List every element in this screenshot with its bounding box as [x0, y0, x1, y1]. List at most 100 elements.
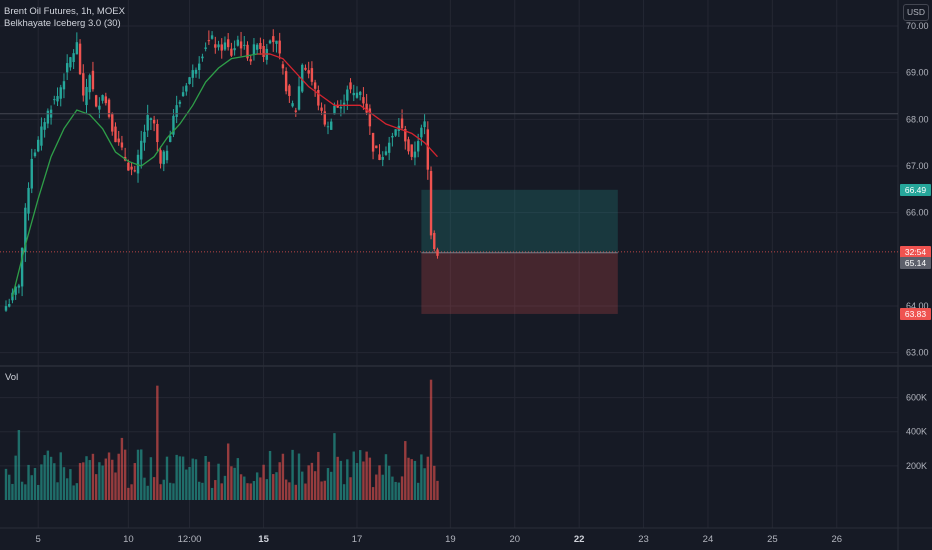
candle-body [252, 44, 256, 55]
time-axis[interactable]: 5 10 12:00 15 17 19 20 22 23 24 25 26 [36, 534, 842, 545]
volume-bar [159, 484, 162, 500]
candle-body [230, 48, 233, 56]
time-tick-label: 25 [767, 534, 778, 545]
time-tick-label: 15 [258, 534, 269, 545]
candle-body [301, 64, 304, 92]
currency-button[interactable]: USD [903, 4, 929, 21]
candle-body [413, 151, 417, 158]
volume-bar [111, 459, 114, 500]
ma-segment-up [11, 53, 271, 297]
volume-bar [78, 463, 82, 500]
volume-bar [326, 468, 330, 500]
candle-body [207, 40, 211, 42]
volume-bar [278, 462, 281, 500]
volume-tick-label: 200K [906, 461, 927, 471]
chart-legend: Brent Oil Futures, 1h, MOEX Belkhayate I… [4, 6, 125, 30]
volume-bar [394, 481, 397, 500]
candle-body [410, 144, 413, 157]
price-tick-label: 67.00 [906, 161, 929, 171]
candle-body [140, 140, 143, 160]
volume-bar [368, 457, 372, 500]
candle-body [288, 85, 291, 96]
candle-body [204, 47, 207, 49]
candle-body [255, 44, 259, 50]
profit-zone [421, 189, 618, 253]
candle-body [53, 99, 56, 101]
volume-bar [252, 481, 256, 500]
indicator-title[interactable]: Belkhayate Iceberg 3.0 (30) [4, 18, 121, 29]
volume-bar [400, 476, 404, 500]
candle-body [346, 89, 349, 101]
candle-body [149, 118, 153, 121]
volume-bar [98, 462, 101, 500]
candle-body [130, 166, 133, 170]
candle-body [378, 154, 381, 160]
candle-body [233, 48, 236, 51]
candle-body [114, 126, 117, 143]
volume-title[interactable]: Vol [5, 372, 19, 383]
volume-bar [14, 455, 17, 500]
volume-axis: 200K 400K 600K [906, 393, 927, 471]
volume-bar [310, 462, 314, 500]
candle-body [333, 105, 336, 115]
volume-bar [333, 433, 336, 500]
volume-bar [11, 483, 14, 500]
volume-bar [156, 385, 159, 500]
volume-bar [407, 457, 410, 500]
volume-bar [130, 484, 133, 500]
volume-bar [17, 430, 21, 500]
volume-bar [207, 461, 211, 500]
volume-bar [133, 463, 136, 500]
candle-body [284, 71, 288, 92]
candle-body [239, 41, 243, 49]
candle-body [24, 207, 27, 253]
time-tick-label: 12:00 [178, 534, 202, 545]
volume-bar [226, 443, 230, 500]
candle-body [133, 170, 136, 172]
time-tick-label: 22 [574, 534, 585, 545]
candle-body [69, 57, 72, 68]
volume-bar [82, 462, 85, 500]
volume-bar [94, 474, 98, 500]
volume-bar [230, 466, 233, 500]
price-axis[interactable]: 63.00 64.00 66.00 67.00 68.00 69.00 70.00 [906, 21, 929, 358]
volume-bar [384, 454, 388, 500]
ma-segment-down [257, 53, 438, 158]
long-position-tool[interactable] [421, 189, 618, 314]
volume-bar [65, 478, 69, 500]
candle-body [317, 89, 320, 106]
volume-bar [69, 469, 72, 500]
candle-body [355, 92, 359, 98]
time-tick-label: 23 [638, 534, 649, 545]
candle-body [304, 67, 307, 70]
candle-body [384, 151, 388, 155]
candle-body [400, 118, 404, 129]
volume-bar [413, 460, 417, 500]
time-tick-label: 10 [123, 534, 134, 545]
volume-bar [46, 450, 50, 500]
volume-bar [136, 449, 140, 500]
volume-bar [359, 450, 362, 500]
volume-bar [59, 452, 62, 500]
volume-bar [259, 477, 262, 500]
candle-body [391, 135, 394, 138]
candle-body [17, 285, 21, 288]
candle-body [88, 75, 91, 93]
volume-bar [336, 456, 339, 500]
candle-body [191, 70, 194, 78]
candle-body [330, 121, 333, 130]
symbol-title[interactable]: Brent Oil Futures, 1h, MOEX [4, 6, 125, 17]
candle-body [371, 132, 375, 152]
moving-average-line [11, 53, 438, 297]
volume-bar [423, 468, 426, 500]
candle-body [159, 150, 162, 164]
candle-body [78, 43, 82, 75]
candle-body [307, 70, 310, 74]
volume-bar [114, 472, 117, 500]
price-tick-label: 64.00 [906, 301, 929, 311]
volume-bar [169, 482, 172, 500]
volume-bar [313, 471, 317, 500]
volume-bar [243, 476, 246, 500]
